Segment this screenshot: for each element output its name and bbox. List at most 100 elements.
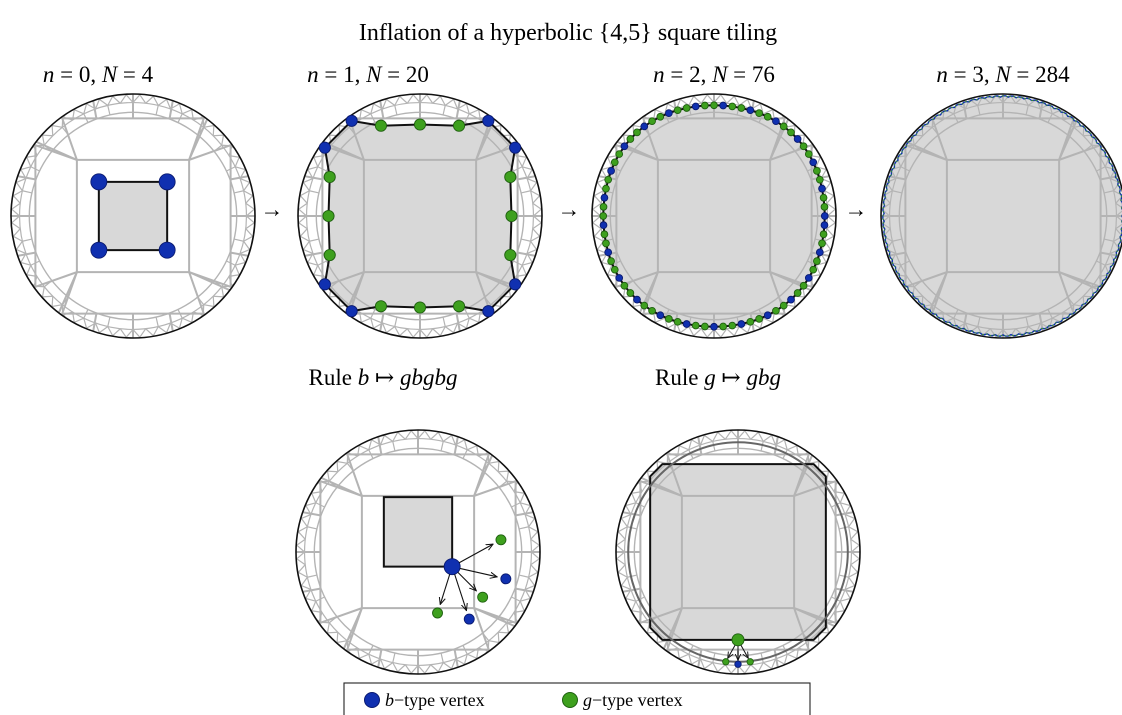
b-vertex <box>599 221 608 230</box>
g-vertex <box>691 321 700 330</box>
g-vertex <box>626 135 635 143</box>
g-vertex <box>505 209 518 223</box>
inflated-region <box>324 120 516 312</box>
g-vertex <box>610 265 619 274</box>
b-vertex <box>509 278 522 291</box>
g-vertex <box>323 170 336 184</box>
legend-g-label: g−type vertex <box>583 690 683 710</box>
g-vertex <box>604 175 613 184</box>
tiling-disk-n0 <box>10 93 256 339</box>
g-vertex <box>374 300 388 313</box>
g-vertex <box>413 301 427 314</box>
b-vertex <box>633 295 641 304</box>
b-vertex <box>818 184 826 193</box>
g-vertex <box>737 104 746 112</box>
legend: b−type vertex g−type vertex <box>343 682 811 715</box>
inflation-arrow-1: → <box>261 197 284 222</box>
g-vertex <box>819 193 828 202</box>
b-vertex <box>787 295 795 304</box>
b-vertex <box>737 320 746 328</box>
legend-b-label: b−type vertex <box>385 690 485 710</box>
b-vertex <box>793 135 802 143</box>
g-vertex <box>813 257 821 265</box>
g-vertex <box>648 117 656 126</box>
b-vertex <box>719 101 728 110</box>
b-vertex <box>710 322 718 331</box>
b-vertex <box>318 141 331 154</box>
g-vertex <box>673 106 682 115</box>
b-vertex-target <box>463 613 475 625</box>
inflated-region <box>650 464 826 640</box>
g-vertex <box>787 128 795 137</box>
region-boundary <box>649 463 827 641</box>
g-vertex <box>772 306 780 315</box>
g-vertex <box>648 306 656 315</box>
b-vertex-1 <box>158 173 176 191</box>
b-vertex <box>665 109 673 117</box>
g-vertex-target <box>746 658 754 666</box>
rule-arrow <box>459 567 497 576</box>
rule-label-b: Rule b ↦ gbgbg <box>309 365 458 390</box>
b-vertex-0 <box>90 173 108 191</box>
g-vertex <box>700 101 709 110</box>
tiling-disk-n3 <box>880 93 1122 339</box>
g-vertex <box>728 321 737 330</box>
b-vertex-source <box>443 558 461 576</box>
b-vertex-2 <box>158 241 176 259</box>
b-vertex <box>809 158 818 167</box>
g-vertex <box>818 239 826 248</box>
b-vertex <box>318 278 331 291</box>
g-vertex <box>804 150 813 158</box>
legend-g-marker <box>562 692 578 708</box>
disk-boundary <box>880 93 1122 339</box>
inflated-region <box>882 95 1122 337</box>
rule-arrows <box>440 544 497 610</box>
b-vertex <box>656 311 665 320</box>
g-vertex <box>728 102 737 111</box>
g-vertex <box>813 167 821 175</box>
panel-label-3: n = 3, N = 284 <box>936 62 1070 87</box>
g-vertex-target <box>477 591 489 603</box>
inflated-region <box>383 497 453 567</box>
panel-label-1: n = 1, N = 20 <box>307 62 429 87</box>
rule-arrow <box>728 644 736 658</box>
rule-disk-g <box>615 429 861 675</box>
b-vertex <box>691 102 700 111</box>
b-vertex <box>607 167 615 175</box>
b-vertex <box>604 248 613 257</box>
b-vertex <box>682 320 691 328</box>
tiling-disk-n1 <box>297 93 543 339</box>
b-vertex <box>345 114 358 127</box>
disk-boundary <box>615 429 861 675</box>
g-vertex <box>452 119 466 132</box>
disk-boundary <box>591 93 837 339</box>
b-vertex <box>482 305 495 318</box>
tiling-disk-n2 <box>591 93 837 339</box>
g-vertex <box>779 122 788 131</box>
g-vertex <box>504 170 517 184</box>
b-vertex <box>600 193 609 202</box>
g-vertex <box>673 317 682 326</box>
g-vertex <box>799 281 808 290</box>
g-vertex <box>610 158 619 167</box>
panel-label-2: n = 2, N = 76 <box>653 62 775 87</box>
inflation-arrow-3: → <box>845 197 868 222</box>
g-vertex <box>779 301 788 310</box>
g-vertex <box>665 315 673 323</box>
b-vertex-target <box>734 660 742 668</box>
b-vertex <box>763 311 772 320</box>
b-vertex <box>640 122 649 131</box>
rule-arrow <box>454 574 467 610</box>
b-vertex <box>615 274 624 282</box>
inflated-region <box>98 181 168 251</box>
rule-arrow <box>458 544 493 564</box>
g-vertex <box>763 112 772 121</box>
g-vertex <box>600 230 609 239</box>
g-vertex <box>719 322 728 331</box>
disk-boundary <box>297 93 543 339</box>
g-vertex <box>626 289 635 297</box>
rule-arrow <box>740 644 748 658</box>
g-vertex-target <box>495 534 507 546</box>
g-vertex <box>602 239 610 248</box>
